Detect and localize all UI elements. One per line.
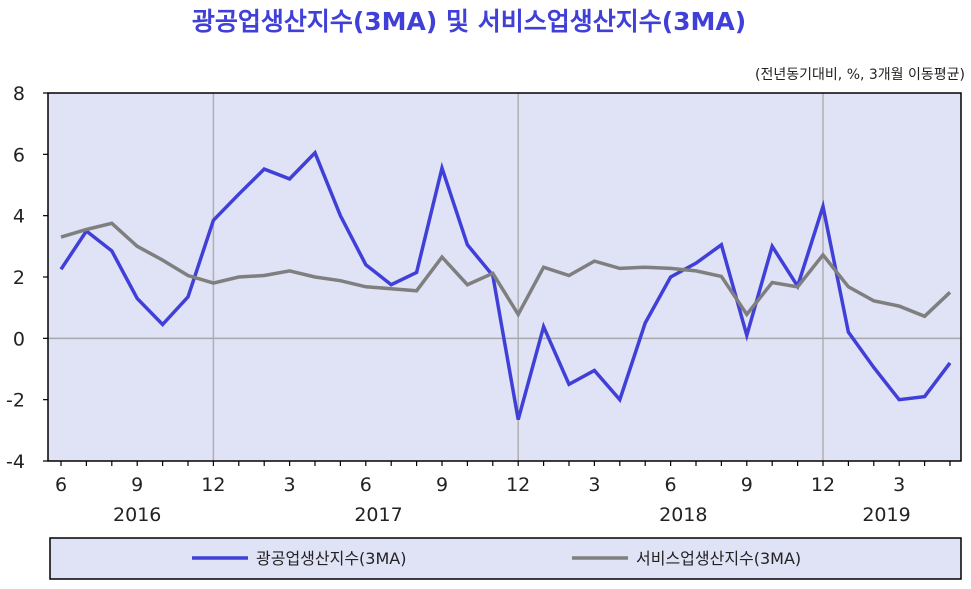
x-axis: 6 9 12 3 6 9 12 3 6 9 12 3 2016 2017 2018 2019 — [55, 461, 951, 526]
x-tick-label: 9 — [131, 474, 143, 496]
x-tick-label: 3 — [284, 474, 296, 496]
x-tick-label: 12 — [506, 474, 530, 496]
x-tick-label: 9 — [741, 474, 753, 496]
y-tick-label: 6 — [13, 144, 25, 166]
unit-note: (전년동기대비, %, 3개월 이동평균) — [755, 67, 965, 83]
x-year-label: 2016 — [113, 504, 161, 526]
legend: 광공업생산지수(3MA) 서비스업생산지수(3MA) — [49, 537, 962, 580]
legend-label-industrial: 광공업생산지수(3MA) — [256, 549, 406, 568]
y-tick-label: -2 — [6, 390, 25, 412]
x-tick-label: 6 — [360, 474, 372, 496]
series-lines — [59, 149, 952, 421]
x-tick-label: 12 — [811, 474, 835, 496]
x-tick-label: 6 — [665, 474, 677, 496]
x-tick-label: 3 — [588, 474, 600, 496]
y-tick-label: 8 — [13, 83, 25, 105]
y-tick-label: 0 — [13, 328, 25, 350]
legend-box — [49, 537, 962, 580]
x-tick-label: 12 — [201, 474, 225, 496]
chart-title: 광공업생산지수(3MA) 및 서비스업생산지수(3MA) — [192, 7, 746, 36]
series-line-1 — [59, 149, 952, 421]
legend-label-services: 서비스업생산지수(3MA) — [636, 549, 801, 568]
x-year-label: 2019 — [862, 504, 910, 526]
y-tick-label: -4 — [6, 451, 25, 473]
series-line-2 — [60, 221, 952, 319]
x-year-label: 2017 — [354, 504, 402, 526]
y-tick-label: 4 — [13, 206, 25, 228]
y-axis: 8 6 4 2 0 -2 -4 — [6, 83, 48, 473]
y-tick-label: 2 — [13, 267, 25, 289]
plot-area — [48, 93, 961, 461]
x-tick-label: 6 — [55, 474, 67, 496]
x-tick-label: 9 — [436, 474, 448, 496]
x-tick-label: 3 — [893, 474, 905, 496]
x-year-label: 2018 — [659, 504, 707, 526]
